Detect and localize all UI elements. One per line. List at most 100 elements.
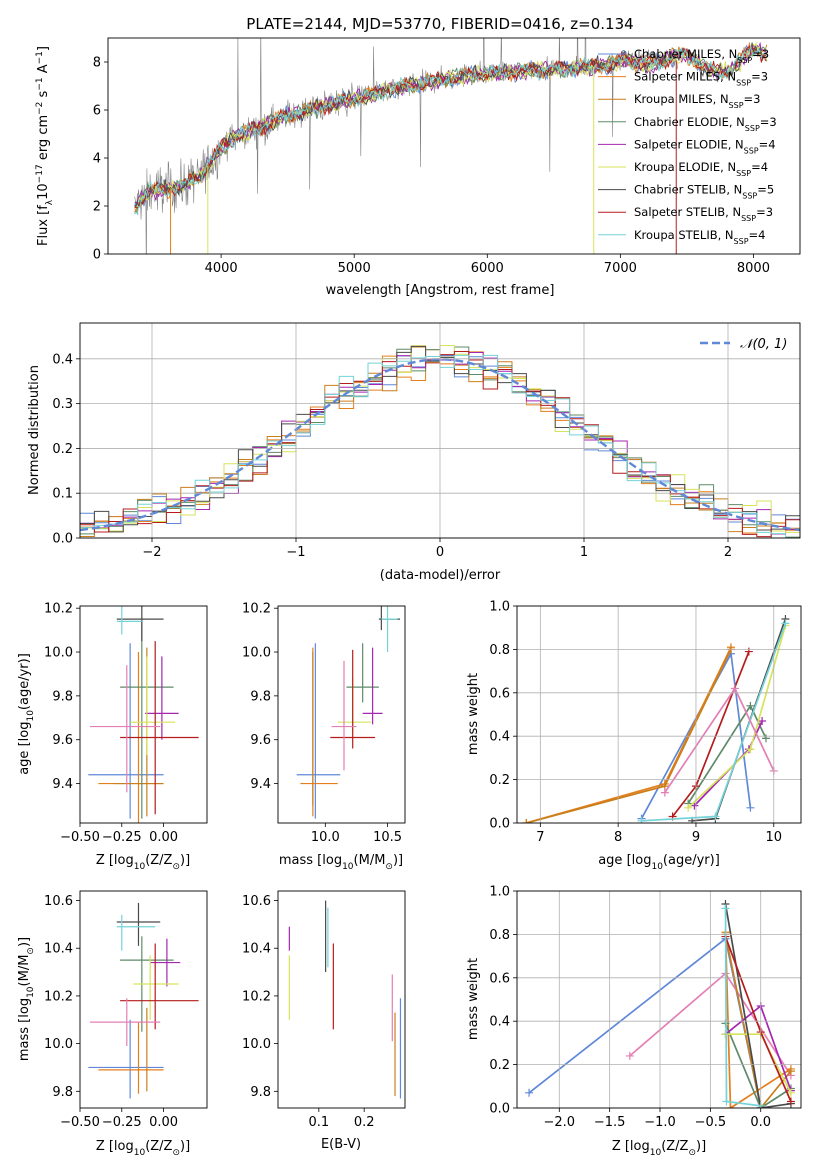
legend-n: =3	[751, 70, 768, 84]
y-tick-label: 0.2	[489, 773, 510, 788]
x-tick-label: −0.25	[102, 830, 142, 845]
x-tick-label: 5000	[338, 261, 371, 276]
x-tick-label: −0.50	[60, 1115, 100, 1130]
legend-n: =5	[757, 183, 774, 197]
weight-marker	[637, 816, 646, 823]
legend-entry: 𝒩(0, 1)	[740, 337, 787, 352]
x-axis-label: Z [log10(Z/Z⊙)]	[612, 1139, 706, 1158]
label-part: 10	[134, 1148, 146, 1158]
y-tick-label: 9.8	[250, 689, 271, 704]
y-tick-label: 10.0	[242, 1037, 271, 1052]
plot-area	[88, 606, 199, 823]
y-tick-label: 0.6	[489, 686, 510, 701]
axes-frame	[79, 890, 208, 1109]
legend-text: Kroupa ELODIE, N	[634, 160, 736, 174]
legend-text: Kroupa STELIB, N	[634, 228, 734, 242]
y-tick-label: 9.8	[250, 1085, 271, 1100]
weight-line	[724, 932, 792, 1108]
legend-entry: Kroupa MILES, NSSP=3	[634, 92, 760, 110]
y-axis-label: Normed distribution	[27, 365, 42, 495]
weight-marker	[746, 803, 755, 812]
label-part: (Z/Z	[145, 853, 172, 868]
label-part: age [log	[17, 722, 32, 775]
legend-n: =4	[759, 137, 776, 151]
observed-spectrum	[134, 38, 678, 254]
weight-line	[641, 623, 787, 822]
label-part: s	[36, 90, 51, 101]
y-tick-label: 0.4	[52, 352, 73, 367]
label-part: 10	[36, 183, 51, 200]
x-axis-label: mass [log10(M/M⊙)]	[279, 853, 403, 872]
panel-mass_vs_Z: −0.50 −0.25 0.009.810.010.210.410.6Z [log1…	[17, 890, 208, 1158]
label-part: −2	[35, 102, 45, 115]
legend-sub: SSP	[742, 191, 757, 200]
label-part: −1	[35, 77, 45, 90]
legend-n: =3	[752, 47, 769, 61]
weight-marker	[726, 1104, 735, 1108]
axes-frame	[277, 605, 406, 824]
label-part: ⊙	[385, 862, 393, 872]
x-axis-label: age [log10(age/yr)]	[598, 853, 720, 872]
plot-area	[88, 902, 199, 1099]
y-tick-label: 10.4	[44, 942, 73, 957]
label-part: erg cm	[36, 115, 51, 164]
legend-sub: SSP	[741, 214, 756, 223]
legend-sub: SSP	[729, 101, 744, 110]
y-tick-label: 10.4	[242, 942, 271, 957]
label-part: Z [log	[96, 853, 134, 868]
x-tick-label: −1.0	[644, 1115, 676, 1130]
label-part: Flux [f	[36, 205, 51, 246]
weight-marker	[722, 1097, 731, 1106]
y-axis-label: mass [log10(M/M⊙)]	[17, 937, 36, 1061]
label-part: Z [log	[612, 1139, 650, 1154]
y-axis-label: Flux [fλ10−17 erg cm−2 s−1 A−1]	[35, 46, 55, 246]
label-part: 10	[650, 1148, 662, 1158]
x-tick-label: −0.5	[695, 1115, 727, 1130]
legend-n: =3	[756, 205, 773, 219]
legend-entry: Kroupa ELODIE, NSSP=4	[634, 160, 768, 178]
legend-sub: SSP	[745, 123, 760, 132]
y-tick-label: 0.4	[489, 730, 510, 745]
legend-sub: SSP	[736, 78, 751, 87]
label-part: )]	[696, 1139, 706, 1154]
x-tick-label: 1	[580, 545, 588, 560]
y-tick-label: 0.0	[489, 1102, 510, 1117]
x-tick-label: 7	[536, 830, 544, 845]
weight-marker	[684, 803, 693, 812]
legend-sub: SSP	[736, 169, 751, 178]
x-tick-label: −2	[142, 545, 161, 560]
plot-area	[296, 606, 401, 819]
label-part: 10	[651, 862, 663, 872]
y-tick-label: 9.6	[250, 733, 271, 748]
weight-marker	[525, 1088, 534, 1097]
x-tick-label: 0.1	[308, 1115, 329, 1130]
weight-line	[687, 704, 767, 804]
label-part: )]	[17, 937, 32, 947]
legend-text: Salpeter ELODIE, N	[634, 137, 744, 151]
y-axis-label: mass weight	[466, 958, 481, 1040]
label-part: (age/yr)]	[663, 853, 720, 868]
y-tick-label: 10.6	[44, 894, 73, 909]
x-tick-label: 10.0	[311, 830, 340, 845]
x-tick-label: −1.5	[594, 1115, 626, 1130]
y-tick-label: 0.2	[52, 442, 73, 457]
label-part: ]	[36, 46, 51, 51]
label-part: 10	[342, 862, 354, 872]
y-tick-label: 0.8	[489, 643, 510, 658]
x-tick-label: −0.25	[102, 1115, 142, 1130]
figure-title: PLATE=2144, MJD=53770, FIBERID=0416, z=0…	[246, 15, 633, 33]
weight-marker	[786, 1097, 795, 1106]
legend-text: Chabrier MILES, N	[634, 47, 737, 61]
y-tick-label: 0.0	[52, 532, 73, 547]
y-tick-label: 10.2	[44, 602, 73, 617]
label-part: )]	[180, 1139, 190, 1154]
y-tick-label: 10.0	[44, 646, 73, 661]
legend-text: Salpeter STELIB, N	[634, 205, 741, 219]
y-tick-label: 10.0	[242, 646, 271, 661]
weight-line	[664, 686, 775, 794]
y-tick-label: 0.1	[52, 487, 73, 502]
axes-frame	[79, 605, 208, 824]
y-tick-label: 9.4	[52, 777, 73, 792]
